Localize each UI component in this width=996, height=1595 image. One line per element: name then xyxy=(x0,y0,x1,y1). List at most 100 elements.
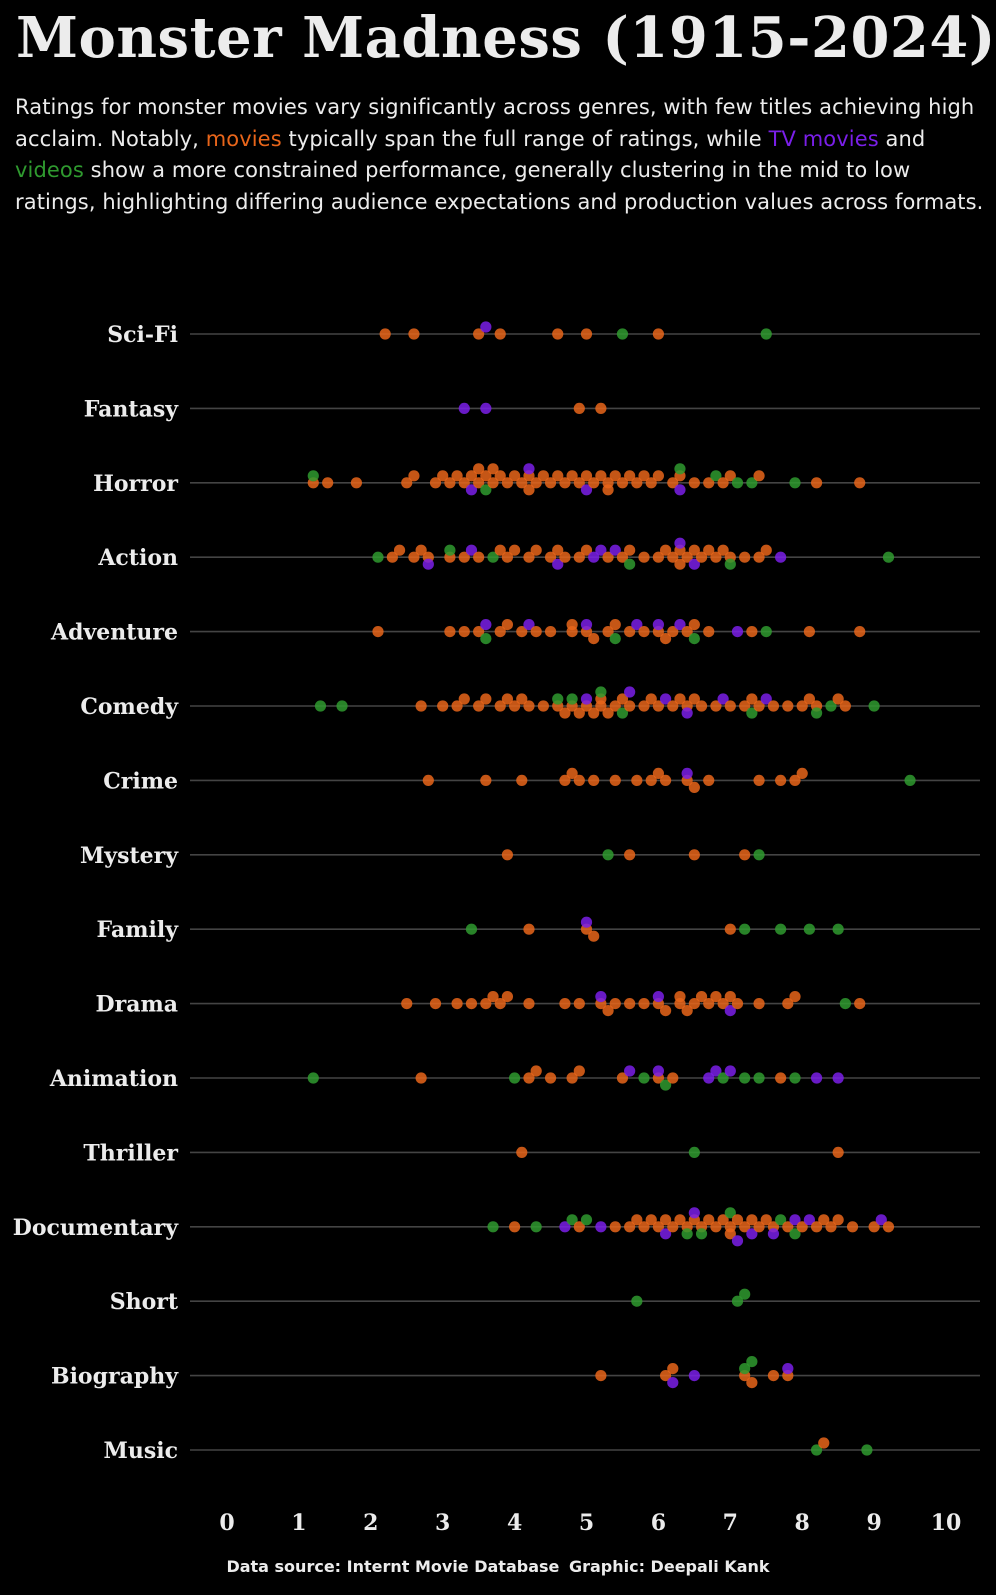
movie-point xyxy=(652,1221,665,1233)
movie-point xyxy=(473,328,485,340)
tv-movie-point xyxy=(724,1005,736,1017)
video-point xyxy=(566,1214,578,1226)
category-label: Documentary xyxy=(13,1215,179,1241)
movie-point xyxy=(739,551,751,563)
video-point xyxy=(480,633,492,645)
movie-point xyxy=(854,626,866,638)
tv-movie-point xyxy=(875,1214,887,1226)
video-point xyxy=(631,1295,643,1307)
video-point xyxy=(868,700,880,712)
movie-point xyxy=(573,402,585,414)
movie-point xyxy=(429,998,442,1010)
movie-point xyxy=(724,923,736,935)
x-tick-label: 4 xyxy=(507,1510,522,1536)
category-label: Drama xyxy=(96,992,178,1018)
video-point xyxy=(739,1288,751,1300)
movie-point xyxy=(624,700,636,712)
movie-point xyxy=(688,781,700,794)
movie-point xyxy=(616,693,629,705)
movie-point xyxy=(681,626,693,638)
video-point xyxy=(803,923,815,935)
movie-point xyxy=(638,700,650,712)
movie-point xyxy=(372,626,384,638)
movie-point xyxy=(401,477,413,489)
video-point xyxy=(789,1228,801,1240)
video-point xyxy=(832,923,844,935)
category-label: Crime xyxy=(103,768,178,794)
tv-movie-point xyxy=(731,626,744,638)
movie-point xyxy=(393,544,406,556)
movie-point xyxy=(473,700,485,712)
movie-point xyxy=(544,1072,557,1084)
movie-point xyxy=(530,626,542,638)
tv-movie-point xyxy=(480,619,492,631)
category-label: Comedy xyxy=(80,694,179,720)
video-point xyxy=(810,1444,823,1456)
video-point xyxy=(746,477,758,489)
movie-point xyxy=(415,544,427,556)
movie-point xyxy=(652,470,665,482)
movie-point xyxy=(645,693,657,705)
video-point xyxy=(616,707,629,719)
movie-point xyxy=(717,544,729,556)
movie-point xyxy=(810,1221,823,1233)
movie-point xyxy=(386,551,398,563)
tv-movie-point xyxy=(674,484,686,496)
movie-point xyxy=(796,767,808,780)
video-point xyxy=(746,707,758,719)
movie-point xyxy=(573,707,585,719)
movie-point xyxy=(494,328,506,340)
video-point xyxy=(307,1072,319,1084)
video-point xyxy=(681,1228,693,1240)
movie-point xyxy=(775,774,787,787)
movie-point xyxy=(868,1221,880,1233)
movie-point xyxy=(659,774,672,787)
movie-point xyxy=(688,849,700,861)
tv-movie-point xyxy=(724,1065,736,1077)
tv-movie-point xyxy=(580,619,593,631)
movie-point xyxy=(516,1146,528,1158)
video-point xyxy=(710,470,722,482)
movie-point xyxy=(458,551,470,563)
tv-movie-point xyxy=(465,484,478,496)
movie-point xyxy=(401,998,413,1010)
tv-movie-point xyxy=(767,1228,780,1240)
chart-caption: Data source: Internt Movie Database Grap… xyxy=(0,1557,996,1576)
movie-point xyxy=(516,693,528,705)
video-point xyxy=(624,558,636,570)
video-point xyxy=(724,558,736,570)
movie-point xyxy=(458,477,470,489)
movie-point xyxy=(494,626,506,638)
movie-point xyxy=(609,700,621,712)
movie-point xyxy=(559,551,571,563)
movie-point xyxy=(739,849,751,861)
movie-point xyxy=(580,544,593,556)
movie-point xyxy=(710,551,722,563)
movie-point xyxy=(530,544,542,556)
category-label: Horror xyxy=(93,471,178,497)
data-points xyxy=(307,321,916,1456)
movie-point xyxy=(739,1221,751,1233)
video-point xyxy=(480,484,492,496)
movie-point xyxy=(508,470,521,482)
tv-movie-point xyxy=(631,619,643,631)
tv-movie-point xyxy=(465,544,478,556)
movie-point xyxy=(753,470,765,482)
movie-point xyxy=(782,700,794,712)
movie-point xyxy=(609,998,621,1010)
x-tick-label: 7 xyxy=(723,1510,738,1536)
movie-point xyxy=(645,774,657,787)
subtitle-text: Ratings for monster movies vary signific… xyxy=(15,95,975,151)
movie-point xyxy=(415,700,427,712)
x-tick-label: 10 xyxy=(931,1510,962,1536)
category-label: Fantasy xyxy=(84,396,179,422)
movie-point xyxy=(659,633,672,645)
movie-point xyxy=(746,626,758,638)
movie-point xyxy=(458,693,470,705)
video-point xyxy=(760,328,772,340)
tv-movie-point xyxy=(580,693,593,705)
movie-point xyxy=(667,1072,679,1084)
x-tick-label: 0 xyxy=(219,1510,234,1536)
movie-point xyxy=(782,1221,794,1233)
tv-movie-point xyxy=(688,1370,700,1382)
